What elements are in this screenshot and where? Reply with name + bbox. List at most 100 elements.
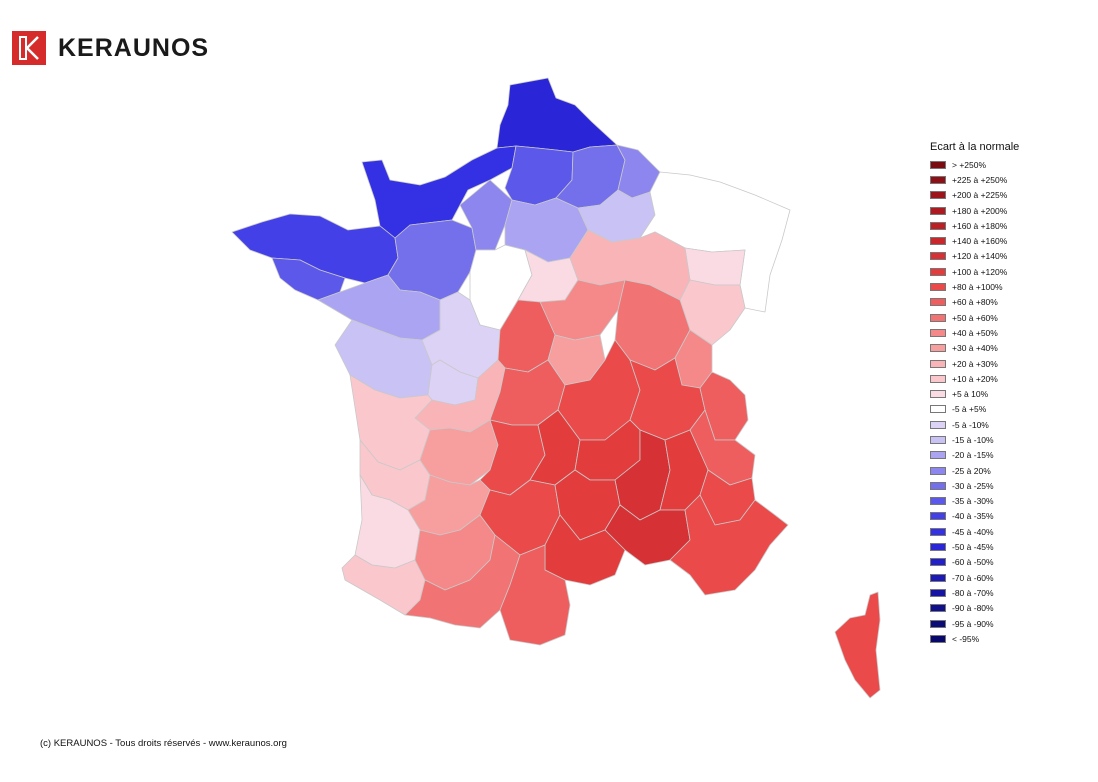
legend-label: +100 à +120% (952, 266, 1008, 277)
region-provence (669, 494, 789, 596)
legend-label: +30 à +40% (952, 343, 998, 354)
legend-swatch (930, 298, 946, 307)
legend-swatch (930, 313, 946, 322)
legend-item: -50 à -45% (930, 539, 1019, 554)
legend-item: -40 à -35% (930, 509, 1019, 524)
legend-label: -40 à -35% (952, 511, 994, 522)
keraunos-logo-icon (12, 31, 46, 65)
legend-item: > +250% (930, 157, 1019, 172)
legend-swatch (930, 466, 946, 475)
legend-swatch (930, 160, 946, 169)
legend-item: -5 à +5% (930, 402, 1019, 417)
legend-swatch (930, 588, 946, 597)
legend-label: +160 à +180% (952, 220, 1008, 231)
legend-label: -90 à -80% (952, 603, 994, 614)
legend-swatch (930, 374, 946, 383)
legend-swatch (930, 237, 946, 246)
legend-item: -95 à -90% (930, 616, 1019, 631)
legend-items: > +250% +225 à +250% +200 à +225% +180 à +2… (930, 157, 1019, 647)
legend-swatch (930, 283, 946, 292)
legend-swatch (930, 604, 946, 613)
legend-item: -35 à -30% (930, 494, 1019, 509)
legend-swatch (930, 191, 946, 200)
legend-label: < -95% (952, 633, 980, 644)
legend-swatch (930, 558, 946, 567)
legend-item: +120 à +140% (930, 249, 1019, 264)
legend-item: +160 à +180% (930, 218, 1019, 233)
legend-item: -45 à -40% (930, 524, 1019, 539)
legend-label: +50 à +60% (952, 312, 998, 323)
region-ariege (499, 544, 571, 646)
legend-label: -35 à -30% (952, 496, 994, 507)
legend-swatch (930, 634, 946, 643)
legend-swatch (930, 390, 946, 399)
legend-item: +80 à +100% (930, 279, 1019, 294)
legend-label: -15 à -10% (952, 434, 994, 445)
legend-swatch (930, 619, 946, 628)
legend-item: +225 à +250% (930, 172, 1019, 187)
legend-item: +60 à +80% (930, 295, 1019, 310)
legend-label: -50 à -45% (952, 542, 994, 553)
legend-label: -25 à 20% (952, 465, 991, 476)
legend-label: > +250% (952, 159, 987, 170)
keraunos-logo: KERAUNOS (12, 31, 209, 65)
legend-item: -30 à -25% (930, 478, 1019, 493)
legend-label: +200 à +225% (952, 190, 1008, 201)
legend-title: Ecart à la normale (930, 141, 1020, 153)
legend-swatch (930, 405, 946, 414)
legend-item: -60 à -50% (930, 555, 1019, 570)
legend-swatch (930, 481, 946, 490)
legend-swatch (930, 435, 946, 444)
legend-swatch (930, 512, 946, 521)
legend-item: +140 à +160% (930, 233, 1019, 248)
legend-label: -30 à -25% (952, 480, 994, 491)
legend-item: +30 à +40% (930, 341, 1019, 356)
region-haute-saone (684, 247, 746, 286)
legend-swatch (930, 497, 946, 506)
legend-label: +80 à +100% (952, 282, 1003, 293)
legend-item: +40 à +50% (930, 325, 1019, 340)
legend-swatch (930, 344, 946, 353)
legend-swatch (930, 543, 946, 552)
legend-item: < -95% (930, 631, 1019, 646)
legend-label: -60 à -50% (952, 557, 994, 568)
legend-label: +225 à +250% (952, 174, 1008, 185)
legend-label: -5 à -10% (952, 419, 989, 430)
legend-label: +5 à 10% (952, 389, 989, 400)
legend-item: +20 à +30% (930, 356, 1019, 371)
legend-item: +100 à +120% (930, 264, 1019, 279)
legend-swatch (930, 573, 946, 582)
legend-label: -95 à -90% (952, 618, 994, 629)
legend-label: +120 à +140% (952, 251, 1008, 262)
legend-label: -70 à -60% (952, 572, 994, 583)
region-centre-ouest (459, 179, 513, 251)
legend-label: -80 à -70% (952, 587, 994, 598)
legend-item: +200 à +225% (930, 188, 1019, 203)
legend: Ecart à la normale > +250% +225 à +250% +2… (930, 141, 1019, 647)
copyright-text: (c) KERAUNOS - Tous droits réservés - ww… (40, 738, 287, 749)
legend-item: -15 à -10% (930, 432, 1019, 447)
legend-label: +20 à +30% (952, 358, 998, 369)
legend-swatch (930, 359, 946, 368)
legend-item: +5 à 10% (930, 386, 1019, 401)
region-corse (834, 591, 881, 699)
legend-swatch (930, 527, 946, 536)
legend-swatch (930, 206, 946, 215)
legend-label: -5 à +5% (952, 404, 987, 415)
legend-label: +60 à +80% (952, 297, 998, 308)
legend-label: +10 à +20% (952, 373, 998, 384)
legend-swatch (930, 175, 946, 184)
legend-item: +50 à +60% (930, 310, 1019, 325)
legend-swatch (930, 267, 946, 276)
brand-name: KERAUNOS (58, 33, 210, 62)
legend-label: +40 à +50% (952, 327, 998, 338)
region-nord (496, 77, 618, 153)
region-pyrenees (404, 534, 521, 629)
legend-item: +10 à +20% (930, 371, 1019, 386)
legend-label: +140 à +160% (952, 236, 1008, 247)
legend-item: -20 à -15% (930, 448, 1019, 463)
legend-swatch (930, 420, 946, 429)
legend-label: -45 à -40% (952, 526, 994, 537)
legend-item: +180 à +200% (930, 203, 1019, 218)
